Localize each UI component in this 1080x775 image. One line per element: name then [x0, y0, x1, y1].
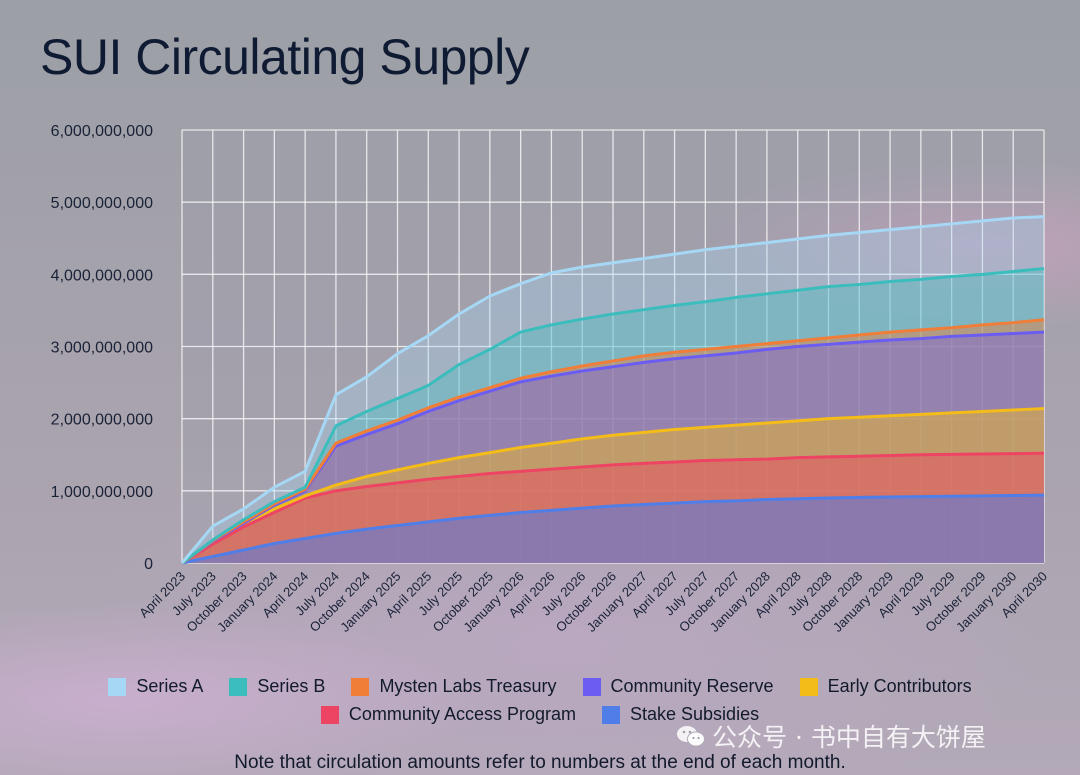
line-series-b — [181, 267, 1045, 565]
legend-swatch — [799, 677, 818, 696]
line-stake-subsidies — [181, 493, 1045, 565]
chart-grid — [181, 129, 1045, 564]
legend-label: Community Access Program — [348, 704, 576, 724]
legend-item-series-a: Series A — [108, 676, 203, 697]
y-tick-label: 5,000,000,000 — [51, 195, 153, 212]
legend-swatch — [351, 677, 370, 696]
legend-label: Series B — [257, 676, 326, 696]
chart-areas — [182, 216, 1044, 563]
legend-item-mysten-labs-treasury: Mysten Labs Treasury — [351, 676, 557, 697]
wechat-icon — [677, 726, 705, 747]
stacked-area-chart: 0 1,000,000,000 2,000,000,000 3,000,000,000… — [51, 123, 1050, 635]
watermark-text: 公众号 · 书中自有大饼屋 — [712, 723, 986, 752]
legend-item-stake-subsidies: Stake Subsidies — [602, 704, 759, 725]
y-tick-label: 4,000,000,000 — [51, 267, 153, 284]
y-tick-label: 2,000,000,000 — [51, 412, 153, 429]
legend-item-early-contributors: Early Contributors — [799, 676, 972, 697]
footnote: Note that circulation amounts refer to n… — [234, 752, 846, 773]
y-tick-label: 0 — [144, 556, 153, 573]
legend-label: Community Reserve — [610, 676, 774, 696]
legend-swatch — [602, 705, 620, 724]
legend-item-community-access-program: Community Access Program — [320, 704, 576, 725]
legend-label: Early Contributors — [827, 676, 972, 696]
y-axis-tick-labels: 0 1,000,000,000 2,000,000,000 3,000,000,000… — [51, 123, 153, 573]
watermark: 公众号 · 书中自有大饼屋 — [676, 718, 986, 754]
line-community-access-program — [181, 451, 1045, 565]
legend-label: Series A — [136, 676, 204, 696]
chart-title: SUI Circulating Supply — [40, 29, 530, 85]
line-series-a — [180, 215, 1045, 564]
line-early-contributors — [181, 407, 1045, 565]
legend-label: Stake Subsidies — [630, 704, 760, 724]
y-tick-label: 6,000,000,000 — [51, 123, 153, 140]
legend-label: Mysten Labs Treasury — [379, 676, 557, 696]
legend-swatch — [582, 677, 601, 696]
y-tick-label: 3,000,000,000 — [51, 340, 153, 357]
y-tick-label: 1,000,000,000 — [51, 484, 153, 501]
legend-item-community-reserve: Community Reserve — [582, 676, 774, 697]
chart-lines — [180, 215, 1045, 565]
area-stake-subsidies — [182, 495, 1044, 563]
legend-swatch — [320, 705, 339, 724]
line-mysten-labs-treasury — [181, 318, 1045, 565]
legend-item-series-b: Series B — [229, 676, 325, 697]
legend-row-1: Series A Series B Mysten Labs Treasury Comm… — [0, 676, 1080, 697]
area-series-b — [182, 268, 1044, 563]
area-series-a — [182, 216, 1044, 563]
legend-swatch — [108, 677, 127, 696]
legend-row-2: Community Access Program Stake Subsidies — [0, 704, 1080, 725]
legend-swatch — [229, 677, 248, 696]
